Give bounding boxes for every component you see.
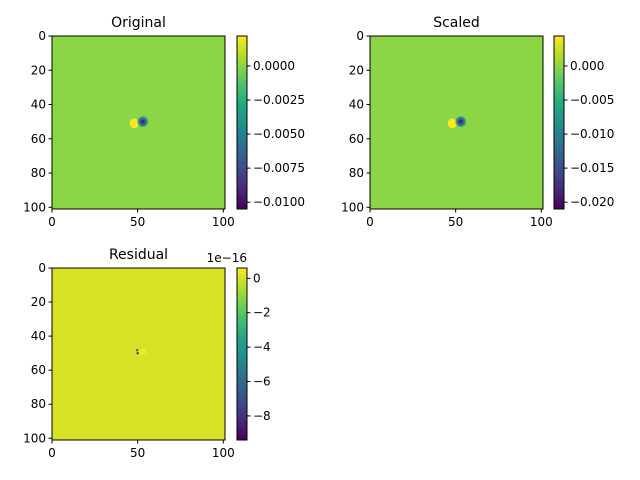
x-tick-label: 50 bbox=[130, 215, 145, 229]
colorbar-tick-label: −0.0100 bbox=[253, 195, 305, 209]
y-tick-label: 80 bbox=[349, 166, 364, 180]
y-tick-label: 60 bbox=[349, 132, 364, 146]
x-tick-label: 50 bbox=[448, 215, 463, 229]
x-tick-label: 0 bbox=[48, 215, 56, 229]
colorbar-tick-label: −0.020 bbox=[570, 195, 614, 209]
colorbar-tick-label: 0.0000 bbox=[253, 59, 295, 73]
y-tick-label: 60 bbox=[31, 132, 46, 146]
negative-lobe-mark bbox=[136, 115, 149, 128]
y-tick-label: 80 bbox=[31, 397, 46, 411]
negative-spot-mark bbox=[136, 351, 140, 355]
y-tick-label: 100 bbox=[23, 200, 46, 214]
x-tick-label: 100 bbox=[530, 215, 553, 229]
y-tick-label: 80 bbox=[31, 166, 46, 180]
heatmap-panel-2: 0 50 100020406080100Scaled0.000−0.005−0.01… bbox=[341, 15, 614, 229]
x-tick-label: 50 bbox=[130, 446, 145, 460]
y-tick-label: 20 bbox=[31, 63, 46, 77]
x-tick-label: 0 bbox=[366, 215, 374, 229]
colorbar-tick-label: −0.005 bbox=[570, 93, 614, 107]
colorbar bbox=[554, 36, 564, 209]
y-tick-label: 0 bbox=[38, 29, 46, 43]
negative-lobe-mark bbox=[454, 115, 467, 128]
positive-patch-mark bbox=[139, 348, 147, 355]
colorbar-frame bbox=[553, 35, 565, 210]
y-tick-label: 40 bbox=[31, 98, 46, 112]
y-tick-label: 60 bbox=[31, 363, 46, 377]
heatmap-panel-1: 0 50 100020406080100Original0.0000−0.0025−… bbox=[23, 15, 305, 229]
positive-lobe-mark bbox=[129, 118, 139, 129]
colorbar-tick-label: 0 bbox=[253, 271, 261, 285]
colorbar-tick-label: −4 bbox=[253, 340, 271, 354]
x-tick-label: 100 bbox=[212, 446, 235, 460]
y-tick-label: 0 bbox=[38, 261, 46, 275]
colorbar-frame bbox=[236, 35, 248, 210]
y-tick-label: 40 bbox=[349, 98, 364, 112]
axes-frame bbox=[51, 267, 226, 441]
axes-frame bbox=[51, 35, 226, 210]
colorbar-tick-label: −0.015 bbox=[570, 161, 614, 175]
positive-lobe-mark bbox=[447, 118, 457, 129]
y-tick-label: 0 bbox=[356, 29, 364, 43]
colorbar-tick-label: −0.0050 bbox=[253, 127, 305, 141]
axes-frame bbox=[369, 35, 544, 210]
colorbar-tick-label: −6 bbox=[253, 375, 271, 389]
colorbar-tick-label: −2 bbox=[253, 306, 271, 320]
y-tick-label: 20 bbox=[349, 63, 364, 77]
colorbar-tick-label: −0.0025 bbox=[253, 93, 305, 107]
negative-spot-mark bbox=[135, 348, 139, 352]
y-tick-label: 40 bbox=[31, 329, 46, 343]
colorbar-tick-label: 0.000 bbox=[570, 59, 604, 73]
colorbar-tick-label: −0.0075 bbox=[253, 161, 305, 175]
chart-title: Original bbox=[111, 15, 166, 31]
y-tick-label: 20 bbox=[31, 295, 46, 309]
chart-title: Scaled bbox=[433, 15, 480, 31]
colorbar-tick-label: −8 bbox=[253, 409, 271, 423]
colorbar-frame bbox=[236, 267, 248, 441]
colorbar-tick-label: −0.010 bbox=[570, 127, 614, 141]
x-tick-label: 100 bbox=[212, 215, 235, 229]
colorbar bbox=[237, 268, 247, 440]
chart-title: Residual bbox=[109, 247, 168, 263]
x-tick-label: 0 bbox=[48, 446, 56, 460]
colorbar bbox=[237, 36, 247, 209]
y-tick-label: 100 bbox=[23, 431, 46, 445]
colorbar-offset-text: 1e−16 bbox=[207, 251, 247, 265]
y-tick-label: 100 bbox=[341, 200, 364, 214]
